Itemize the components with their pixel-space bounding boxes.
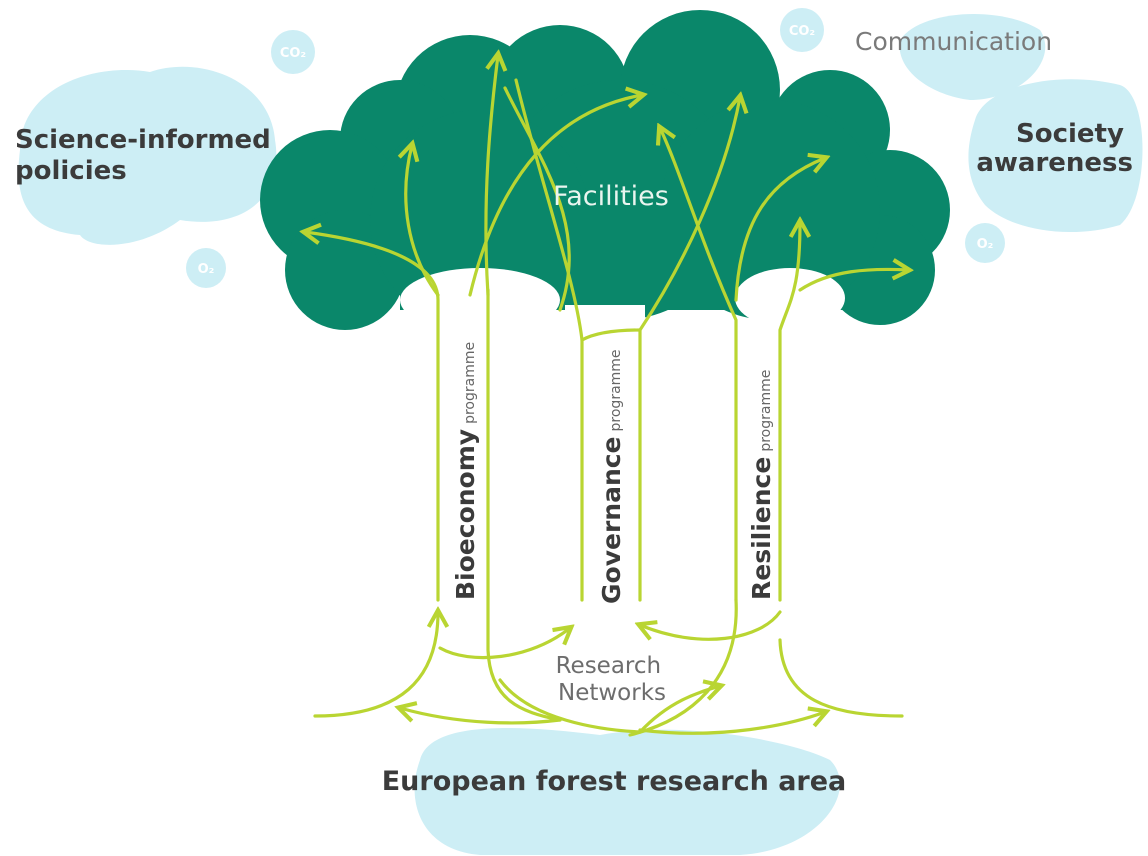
molecule-label: CO₂ (789, 24, 815, 39)
communication-label: Communication (855, 27, 1052, 56)
canopy (260, 10, 950, 340)
programme-label: Bioeconomy programme (451, 342, 480, 600)
programme-name: Resilience (747, 457, 776, 600)
programme-name: Bioeconomy (451, 429, 480, 600)
programme-suffix: programme (758, 370, 774, 452)
diagram: Science-informed policies Communication … (0, 0, 1148, 856)
label-line: Research (556, 653, 662, 679)
molecule-label: O₂ (198, 262, 215, 277)
programme-label: Governance programme (597, 349, 626, 604)
facilities-label: Facilities (553, 181, 669, 212)
molecule-label: CO₂ (280, 46, 306, 61)
label-line: awareness (976, 148, 1133, 178)
area-label: European forest research area (382, 766, 847, 797)
label-line: Networks (558, 680, 666, 706)
molecule-label: O₂ (977, 237, 994, 252)
programme-suffix: programme (462, 342, 478, 424)
programme-name: Governance (597, 436, 626, 604)
networks-label: Research Networks (556, 653, 669, 706)
programme-label: Resilience programme (747, 370, 776, 600)
label-line: Society (1016, 119, 1124, 149)
programme-suffix: programme (608, 349, 624, 431)
label-line: Science-informed (15, 125, 271, 155)
label-line: policies (15, 156, 127, 186)
